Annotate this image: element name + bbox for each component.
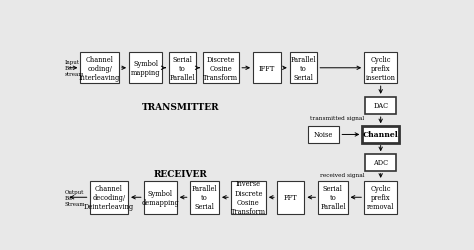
Text: Parallel
to
Serial: Parallel to Serial	[191, 184, 217, 210]
Text: RECEIVER: RECEIVER	[154, 169, 207, 178]
FancyBboxPatch shape	[169, 53, 196, 84]
FancyBboxPatch shape	[365, 155, 396, 171]
FancyBboxPatch shape	[202, 53, 239, 84]
Text: Input
Bit
stream: Input Bit stream	[65, 60, 84, 77]
Text: transmitted signal: transmitted signal	[310, 115, 364, 120]
Text: received signal: received signal	[319, 172, 364, 178]
Text: Discrete
Cosine
Transform: Discrete Cosine Transform	[203, 55, 238, 82]
Text: IFFT: IFFT	[259, 64, 275, 72]
Text: Serial
to
Parallel: Serial to Parallel	[320, 184, 346, 210]
FancyBboxPatch shape	[365, 97, 396, 115]
Text: DAC: DAC	[373, 102, 388, 110]
FancyBboxPatch shape	[231, 181, 266, 214]
Text: Symbol
demapping: Symbol demapping	[141, 189, 179, 206]
FancyBboxPatch shape	[277, 181, 304, 214]
Text: Channel
decoding/
Deinterleaving: Channel decoding/ Deinterleaving	[84, 184, 134, 210]
Text: Cyclic
prefix
removal: Cyclic prefix removal	[367, 184, 394, 210]
FancyBboxPatch shape	[144, 181, 177, 214]
Text: Symbol
mapping: Symbol mapping	[131, 60, 160, 77]
Text: TRANSMITTER: TRANSMITTER	[142, 102, 219, 112]
Text: Serial
to
Parallel: Serial to Parallel	[170, 55, 195, 82]
Text: Cyclic
prefix
insertion: Cyclic prefix insertion	[365, 55, 396, 82]
Text: Inverse
Discrete
Cosine
Transform: Inverse Discrete Cosine Transform	[231, 180, 266, 215]
Text: ADC: ADC	[373, 159, 388, 167]
Text: Parallel
to
Serial: Parallel to Serial	[291, 55, 316, 82]
Text: Noise: Noise	[314, 131, 333, 139]
FancyBboxPatch shape	[90, 181, 128, 214]
FancyBboxPatch shape	[190, 181, 219, 214]
FancyBboxPatch shape	[129, 53, 162, 84]
FancyBboxPatch shape	[290, 53, 317, 84]
FancyBboxPatch shape	[362, 127, 399, 143]
Text: Channel
coding/
Interleaving: Channel coding/ Interleaving	[79, 55, 120, 82]
Text: FFT: FFT	[284, 194, 298, 202]
FancyBboxPatch shape	[318, 181, 347, 214]
Text: Output
Bit
Stream: Output Bit Stream	[65, 189, 85, 206]
FancyBboxPatch shape	[364, 53, 397, 84]
FancyBboxPatch shape	[364, 181, 397, 214]
Text: Channel: Channel	[363, 131, 399, 139]
FancyBboxPatch shape	[308, 127, 339, 143]
FancyBboxPatch shape	[81, 53, 119, 84]
FancyBboxPatch shape	[253, 53, 281, 84]
